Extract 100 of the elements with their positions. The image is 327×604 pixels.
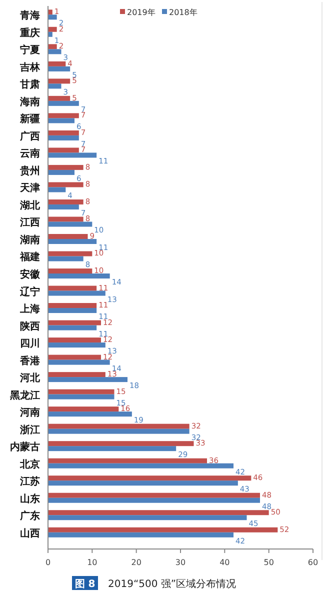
y-tick-label: 重庆 (19, 26, 40, 39)
bar (48, 66, 70, 72)
bar (48, 515, 247, 520)
x-tick-label: 40 (220, 558, 230, 567)
bar (48, 377, 128, 382)
bar (48, 222, 92, 227)
y-tick-label: 云南 (20, 148, 40, 160)
y-tick-label: 四川 (20, 338, 40, 350)
y-tick-label: 黑龙江 (9, 389, 40, 402)
y-tick-label: 吉林 (19, 61, 41, 74)
x-tick-label: 60 (308, 558, 318, 567)
bar (48, 152, 97, 158)
bar (48, 204, 79, 210)
y-tick-label: 青海 (19, 10, 40, 22)
bar (48, 389, 114, 394)
bar (48, 238, 97, 244)
bar (48, 424, 190, 429)
bar (48, 354, 101, 360)
bar (48, 96, 70, 101)
caption: 图 8 (74, 579, 96, 590)
bar (48, 182, 84, 188)
y-tick-label: 江苏 (19, 476, 40, 488)
x-tick-label: 0 (45, 558, 51, 567)
bar (48, 170, 74, 175)
bar (48, 394, 114, 400)
bar (48, 118, 74, 124)
bar (48, 251, 92, 256)
y-tick-label: 北京 (19, 458, 40, 470)
bar (48, 234, 88, 239)
bar (48, 476, 252, 481)
bar (48, 32, 52, 37)
y-tick-label: 江西 (19, 216, 40, 229)
bar (48, 61, 66, 66)
y-tick-label: 上海 (19, 303, 40, 316)
bar (48, 256, 84, 262)
bar (48, 14, 57, 20)
bar (48, 320, 101, 326)
bar (48, 135, 79, 140)
bar (48, 286, 97, 291)
y-tick-label: 广西 (19, 130, 40, 142)
x-tick-label: 20 (131, 558, 142, 567)
x-tick-label: 10 (87, 558, 98, 567)
bar (48, 216, 84, 222)
bar (48, 199, 84, 204)
bar (48, 498, 260, 503)
bar (48, 532, 234, 538)
legend-label: 2019年 (127, 8, 156, 17)
x-tick-label: 30 (175, 558, 186, 567)
x-tick-label: 50 (264, 558, 274, 567)
y-tick-label: 浙江 (19, 424, 40, 436)
y-tick-label: 内蒙古 (10, 441, 40, 454)
bar (48, 338, 101, 343)
bar (48, 480, 238, 486)
y-tick-label: 湖南 (19, 234, 40, 246)
y-tick-label: 福建 (19, 251, 40, 264)
y-tick-label: 安徽 (20, 268, 41, 280)
bar (48, 412, 132, 417)
bar (48, 44, 57, 50)
y-tick-label: 陕西 (20, 320, 40, 332)
bar (48, 164, 84, 170)
y-tick-label: 河南 (19, 406, 40, 419)
y-tick-label: 香港 (19, 354, 41, 367)
bar (48, 113, 79, 118)
bar (48, 406, 119, 412)
y-tick-label: 宁夏 (20, 44, 40, 56)
bar (48, 458, 207, 464)
bar (48, 274, 110, 278)
bar (48, 492, 260, 498)
text: 2019“500 强”区域分布情况 (108, 578, 236, 590)
y-tick-label: 天津 (19, 182, 40, 194)
bar (48, 130, 79, 136)
y-tick-label: 湖北 (19, 199, 41, 212)
y-tick-label: 广东 (19, 510, 40, 522)
bar (48, 308, 97, 314)
y-tick-label: 辽宁 (19, 286, 40, 298)
bar (48, 428, 190, 434)
bar (48, 342, 106, 348)
bar (48, 360, 110, 365)
y-tick-label: 山东 (20, 492, 40, 505)
y-tick-label: 山西 (20, 527, 40, 540)
bar (48, 463, 234, 468)
bar (48, 510, 269, 516)
y-tick-label: 海南 (19, 96, 40, 108)
bar (48, 268, 92, 274)
y-tick-label: 新疆 (19, 113, 40, 126)
bar (48, 372, 106, 378)
legend-label: 2018年 (169, 8, 198, 17)
bar (48, 49, 62, 54)
bar (48, 84, 62, 89)
y-tick-label: 河北 (19, 372, 41, 384)
bar (48, 10, 52, 15)
bar (48, 527, 278, 532)
bar (48, 441, 194, 446)
bar (48, 290, 106, 296)
bar (48, 187, 66, 192)
y-tick-label: 甘肃 (19, 78, 40, 91)
bar (48, 100, 79, 106)
bar (48, 446, 176, 452)
bar (48, 26, 57, 32)
bar (48, 148, 79, 153)
